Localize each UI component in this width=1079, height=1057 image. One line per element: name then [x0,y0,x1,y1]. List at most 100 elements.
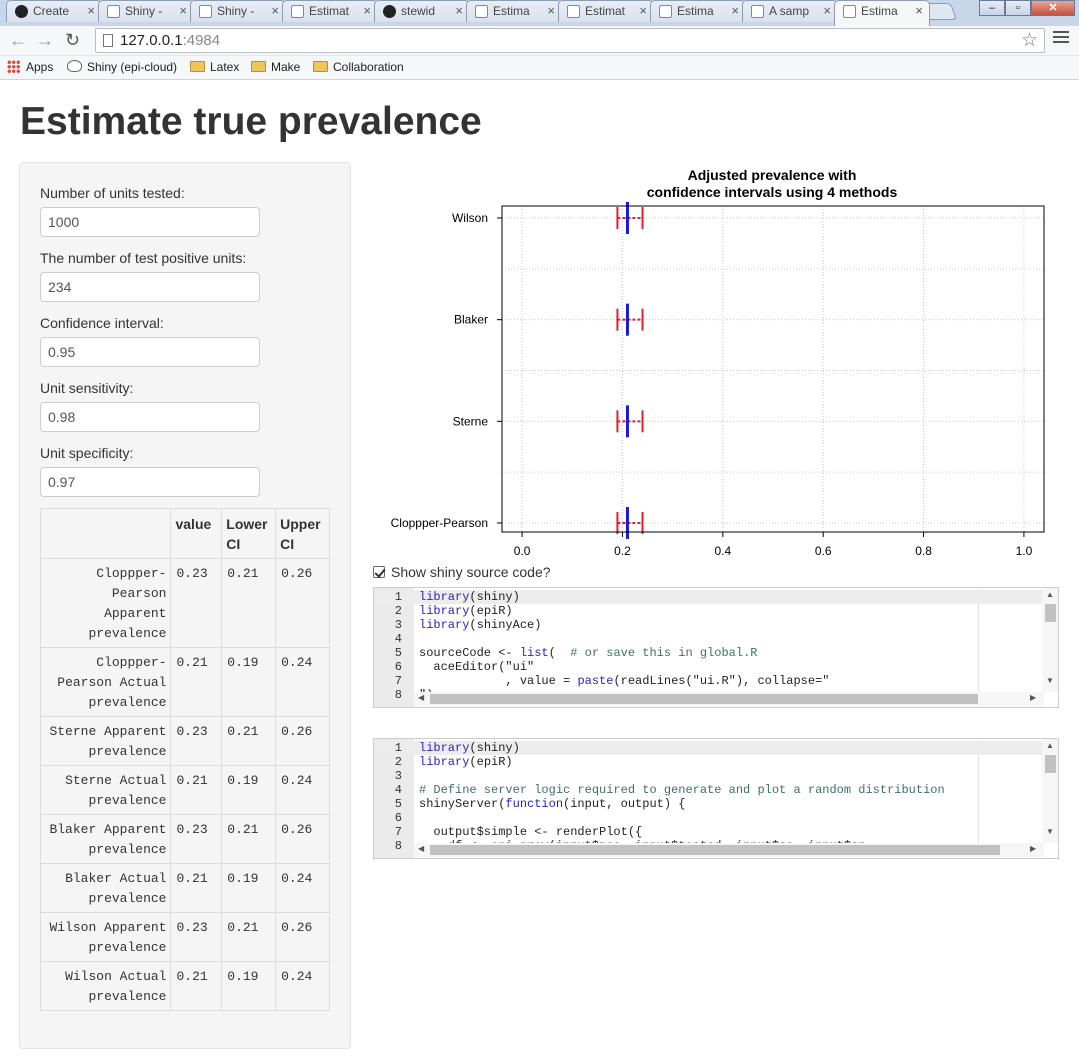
line-number: 3 [394,618,402,632]
reload-icon[interactable]: ↻ [65,30,81,50]
code-line: 5 sourceCode <- list( # or save this in g… [374,646,1058,660]
minimize-button[interactable]: – [979,0,1005,16]
vertical-scrollbar[interactable]: ▲ ▼ [1042,739,1058,843]
code-text: , value = paste(readLines("ui.R"), colla… [419,674,830,688]
x-tick-label: 0.0 [514,544,531,558]
close-tab-icon[interactable]: × [639,3,647,18]
code-line: 6 [374,811,1058,825]
confidence-interval-input[interactable] [40,337,260,367]
scroll-down-icon[interactable]: ▼ [1046,827,1054,836]
close-tab-icon[interactable]: × [87,3,95,18]
close-tab-icon[interactable]: × [455,3,463,18]
scroll-left-icon[interactable]: ◀ [418,693,425,702]
show-code-checkbox[interactable]: Show shiny source code? [373,564,551,580]
browser-tab[interactable]: Estimat × [558,0,654,22]
specificity-input[interactable] [40,467,260,497]
x-tick-label: 0.8 [915,544,932,558]
table-row: Wilson Actual prevalence 0.21 0.19 0.24 [39,961,330,1011]
url-host: 127.0.0.1 [120,32,183,49]
column-header [39,508,172,559]
upper-ci-cell: 0.24 [275,863,330,913]
code-line: 3 library(shinyAce) [374,618,1058,632]
x-tick-label: 1.0 [1016,544,1033,558]
sensitivity-label: Unit sensitivity: [40,380,134,396]
forward-arrow-icon[interactable]: → [36,30,54,50]
apps-icon [7,60,20,73]
bookmark-latex[interactable]: Latex [190,60,239,74]
bookmark-apps[interactable]: Apps [7,60,53,74]
browser-tab[interactable]: Estima × [834,0,930,26]
page-icon [843,5,856,18]
browser-tab[interactable]: Estimat × [282,0,378,22]
test-positive-input[interactable] [40,272,260,302]
scroll-thumb[interactable] [430,845,1000,855]
units-tested-input[interactable] [40,207,260,237]
browser-tab[interactable]: Estima × [466,0,562,22]
chart-title-line-2: confidence intervals using 4 methods [647,184,898,200]
bookmark-star-icon[interactable]: ☆ [1020,30,1038,51]
page-title: Estimate true prevalence [20,100,482,143]
browser-menu-icon[interactable] [1053,31,1069,45]
line-number: 4 [394,632,402,646]
close-tab-icon[interactable]: × [915,3,923,18]
line-number: 1 [394,590,402,604]
browser-tab[interactable]: A samp × [742,0,838,22]
horizontal-scrollbar[interactable]: ◀ ▶ [414,692,1044,706]
browser-tab[interactable]: Create × [6,0,102,22]
table-row: Blaker Apparent prevalence 0.23 0.21 0.26 [39,814,330,864]
browser-tab[interactable]: Estima × [650,0,746,22]
browser-tab[interactable]: Shiny - × [190,0,286,22]
line-number-gutter [374,739,414,858]
scroll-up-icon[interactable]: ▲ [1046,590,1054,599]
close-tab-icon[interactable]: × [547,3,555,18]
line-number: 8 [394,688,402,702]
bookmark-shiny[interactable]: Shiny (epi-cloud) [67,60,177,74]
bookmark-collaboration[interactable]: Collaboration [313,60,404,74]
code-text: library(epiR) [419,604,513,618]
code-line: 1 library(shiny) [374,741,1058,755]
browser-tab[interactable]: stewid × [374,0,470,22]
upper-ci-cell: 0.26 [275,912,330,962]
upper-ci-cell: 0.26 [275,716,330,766]
close-window-button[interactable]: ✕ [1031,0,1075,16]
vertical-scrollbar[interactable]: ▲ ▼ [1042,588,1058,692]
lower-ci-cell: 0.19 [221,863,277,913]
maximize-button[interactable]: ▫ [1005,0,1031,16]
line-number: 6 [394,660,402,674]
scroll-left-icon[interactable]: ◀ [418,844,425,853]
value-cell: 0.23 [170,716,223,766]
sensitivity-input[interactable] [40,402,260,432]
value-cell: 0.23 [170,558,223,648]
scroll-thumb[interactable] [430,694,978,704]
browser-tab[interactable]: Shiny - × [98,0,194,22]
print-margin [978,739,979,858]
ui-code-editor[interactable]: 1 library(shiny) 2 library(epiR) 3 library(sh… [373,587,1059,708]
y-tick-label: Blaker [454,313,488,327]
checkbox-checked-icon[interactable] [373,566,385,578]
horizontal-scrollbar[interactable]: ◀ ▶ [414,843,1044,857]
back-arrow-icon[interactable]: ← [9,30,27,50]
scroll-right-icon[interactable]: ▶ [1030,844,1037,853]
close-tab-icon[interactable]: × [179,3,187,18]
code-keyword: function [505,797,564,811]
page-icon [291,5,304,18]
bookmark-make[interactable]: Make [251,60,300,74]
scroll-right-icon[interactable]: ▶ [1030,693,1037,702]
close-tab-icon[interactable]: × [271,3,279,18]
scroll-thumb[interactable] [1045,604,1056,622]
line-number: 8 [394,839,402,853]
close-tab-icon[interactable]: × [363,3,371,18]
scroll-down-icon[interactable]: ▼ [1046,676,1054,685]
scroll-thumb[interactable] [1045,755,1056,773]
scroll-up-icon[interactable]: ▲ [1046,741,1054,750]
server-code-editor[interactable]: 1 library(shiny) 2 library(epiR) 3 4 # Define … [373,738,1059,859]
address-bar[interactable]: 127.0.0.1:4984 ☆ [95,28,1045,53]
code-line: 3 [374,769,1058,783]
upper-ci-cell: 0.26 [275,558,330,648]
line-number: 4 [394,783,402,797]
code-text: library(shiny) [419,741,520,755]
close-tab-icon[interactable]: × [731,3,739,18]
close-tab-icon[interactable]: × [823,3,831,18]
tab-label: Estima [493,4,530,18]
code-text: # Define server logic required to genera… [419,783,945,797]
